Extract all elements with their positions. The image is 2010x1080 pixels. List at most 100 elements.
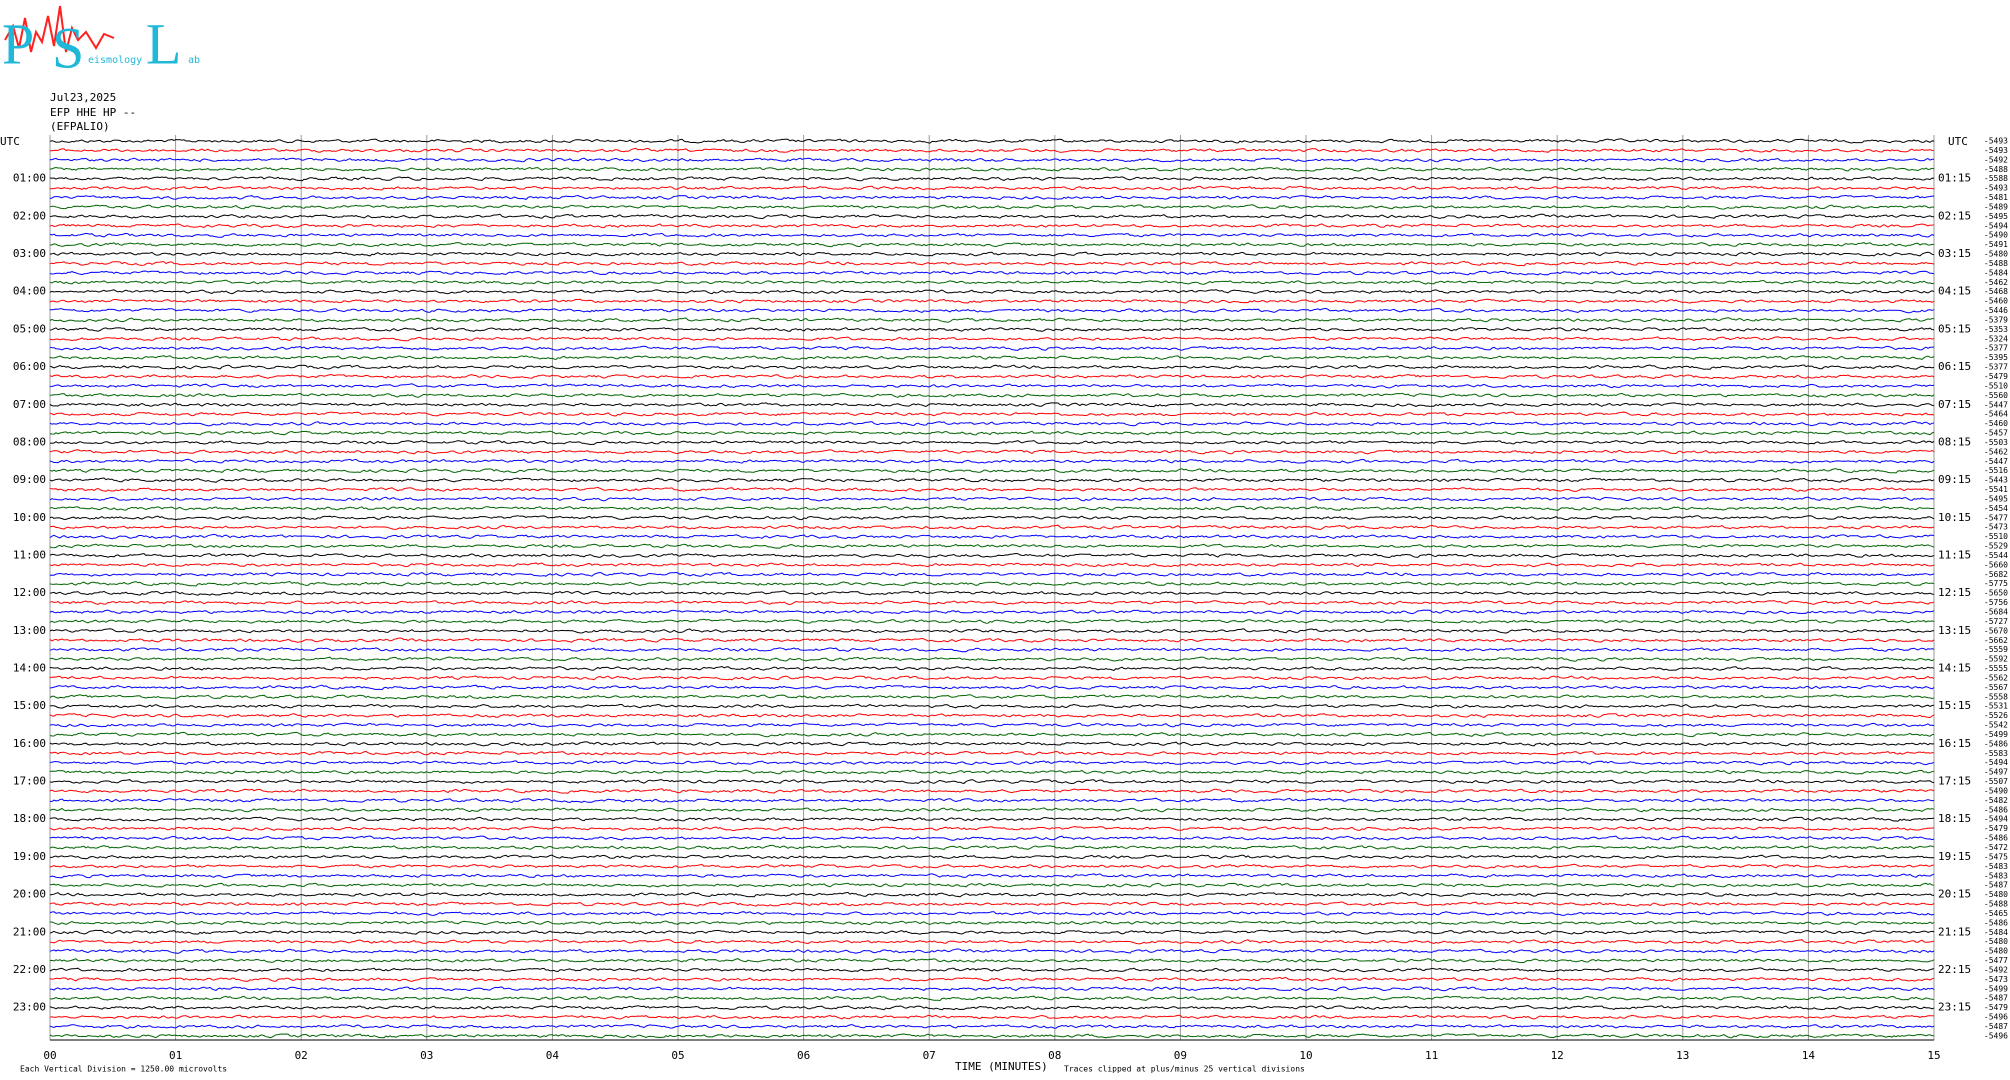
right-time-label: 16:15 [1938,737,1971,750]
offset-label: -5460 [1984,419,2008,428]
hour-label: 05:00 [13,322,46,335]
offset-label: -5559 [1984,645,2008,654]
trace [49,147,1935,153]
offset-label: -5503 [1984,438,2008,447]
offset-label: -5670 [1984,626,2008,635]
trace [49,166,1935,172]
trace [49,788,1935,794]
offset-label: -5493 [1984,184,2008,193]
offset-label: -5499 [1984,730,2008,739]
trace [49,844,1935,851]
offset-label: -5486 [1984,805,2008,814]
hour-label: 23:00 [13,1001,46,1014]
right-time-label: 21:15 [1938,925,1971,938]
x-tick-label: 03 [420,1049,433,1062]
right-time-label: 09:15 [1938,473,1971,486]
trace [49,392,1935,398]
offset-label: -5479 [1984,372,2008,381]
offset-label: -5487 [1984,881,2008,890]
offset-label: -5483 [1984,871,2008,880]
trace [49,279,1935,285]
trace [49,694,1935,700]
trace [49,232,1935,238]
trace [49,675,1935,681]
offset-label: -5482 [1984,796,2008,805]
trace [49,185,1935,191]
offset-label: -5462 [1984,278,2008,287]
offset-label: -5488 [1984,165,2008,174]
hour-label: 04:00 [13,285,46,298]
trace [49,562,1935,568]
trace [49,684,1935,691]
trace [49,486,1935,493]
offset-label: -5496 [1984,1031,2008,1040]
right-time-label: 04:15 [1938,285,1971,298]
offset-label: -5544 [1984,551,2008,560]
offset-label: -5560 [1984,391,2008,400]
offset-label: -5756 [1984,598,2008,607]
trace [49,939,1935,945]
trace [49,600,1935,606]
trace [49,524,1935,531]
offset-label: -5541 [1984,485,2008,494]
offset-label: -5493 [1984,146,2008,155]
trace [49,665,1935,671]
hour-label: 14:00 [13,662,46,675]
trace [49,213,1935,220]
trace [49,364,1935,370]
offset-label: -5484 [1984,268,2008,277]
trace [49,873,1935,879]
trace [49,797,1935,804]
hour-label: 13:00 [13,624,46,637]
trace [49,948,1935,954]
trace [49,515,1935,521]
trace [49,157,1934,163]
trace [49,863,1935,869]
offset-label: -5510 [1984,381,2008,390]
trace [49,420,1935,427]
clip-note: Traces clipped at plus/minus 25 vertical… [1064,1065,1305,1074]
trace [49,891,1935,898]
trace [49,967,1935,973]
hour-label: 22:00 [13,963,46,976]
trace [49,618,1935,624]
offset-label: -5457 [1984,429,2008,438]
x-tick-label: 06 [797,1049,810,1062]
offset-label: -5487 [1984,1022,2008,1031]
trace [49,402,1935,408]
offset-label: -5481 [1984,193,2008,202]
offset-label: -5486 [1984,739,2008,748]
right-time-label: 17:15 [1938,775,1971,788]
x-tick-label: 15 [1927,1049,1940,1062]
hour-label: 07:00 [13,398,46,411]
left-utc: UTC [0,135,20,148]
trace [49,242,1935,248]
hour-label: 09:00 [13,473,46,486]
trace [49,995,1935,1002]
offset-label: -5684 [1984,608,2008,617]
trace [49,760,1935,766]
hour-label: 03:00 [13,247,46,260]
trace [49,656,1935,662]
trace [49,204,1935,210]
offset-label: -5583 [1984,749,2008,758]
x-tick-label: 01 [169,1049,182,1062]
trace [49,260,1935,267]
x-tick-label: 00 [43,1049,56,1062]
trace [49,373,1935,380]
offset-label: -5488 [1984,259,2008,268]
trace [49,440,1935,446]
date: Jul23,2025 [50,91,116,104]
trace [49,307,1935,314]
trace [49,901,1935,907]
hour-label: 17:00 [13,775,46,788]
right-time-label: 12:15 [1938,586,1971,599]
offset-label: -5567 [1984,683,2008,692]
trace [49,750,1935,756]
trace [49,929,1935,935]
trace [49,496,1935,502]
offset-label: -5377 [1984,344,2008,353]
hour-label: 16:00 [13,737,46,750]
offset-label: -5592 [1984,655,2008,664]
